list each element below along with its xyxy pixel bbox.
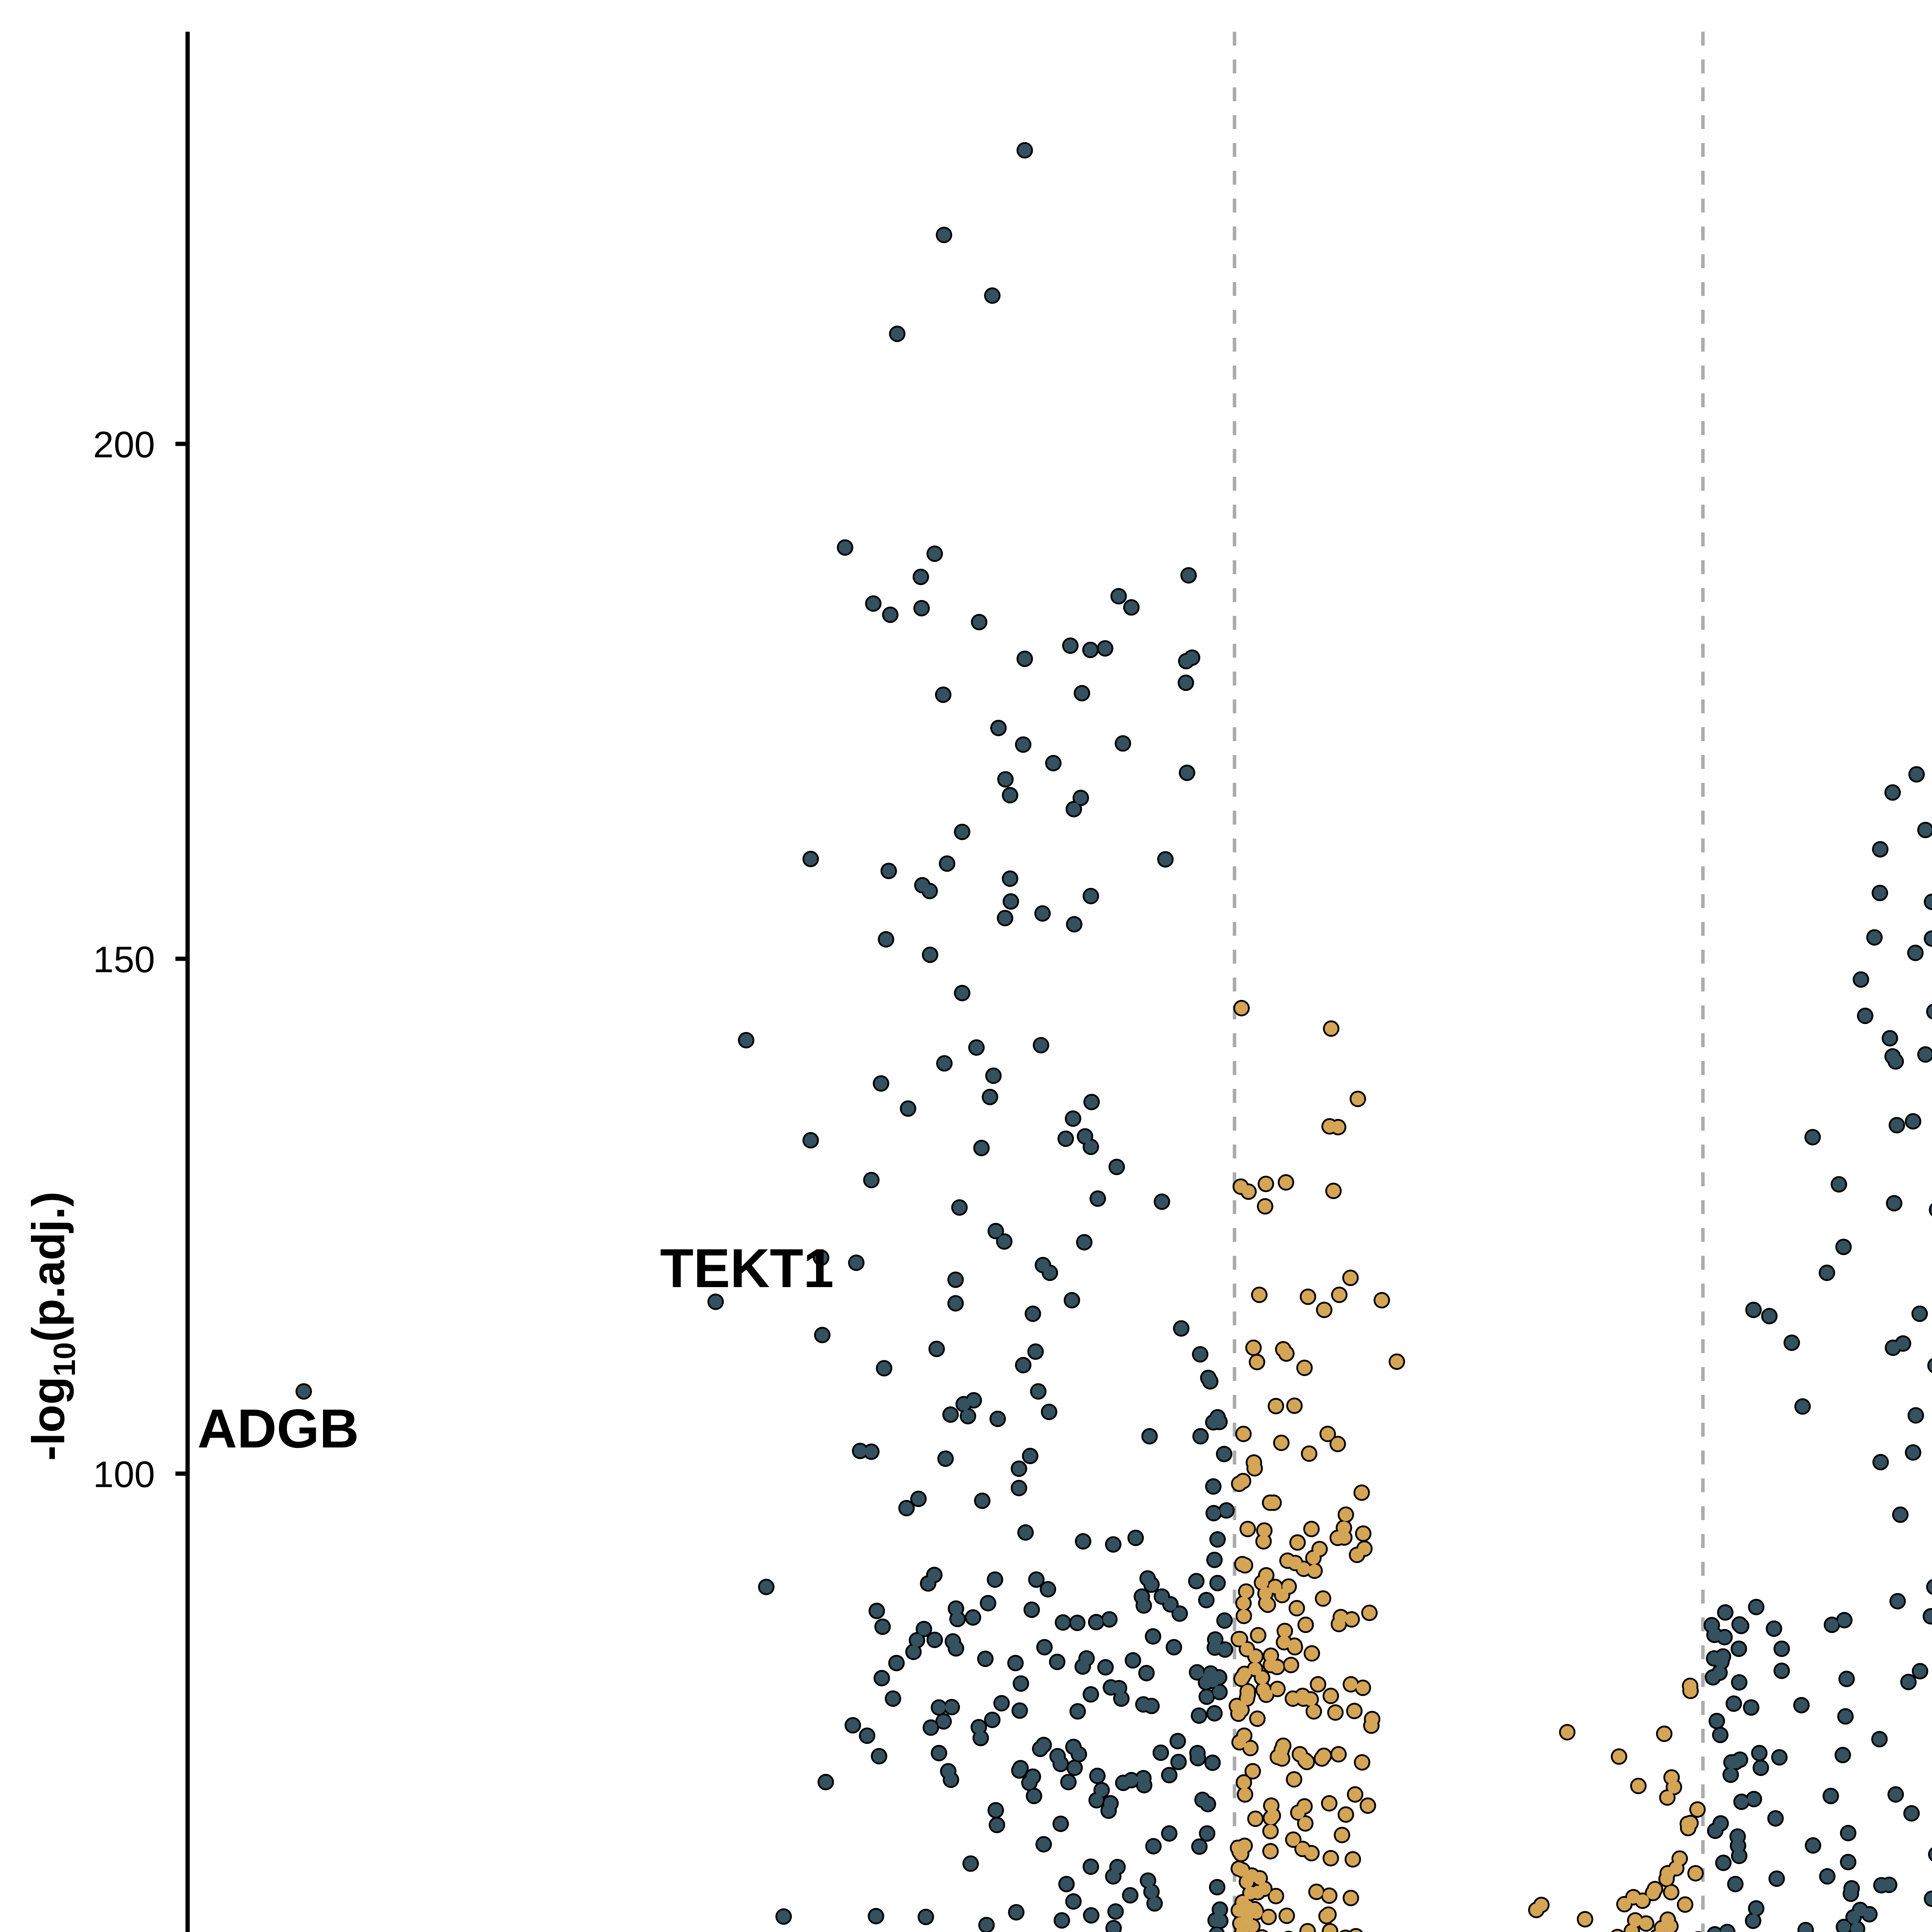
svg-text:ADGB: ADGB — [197, 1398, 359, 1459]
svg-text:100: 100 — [93, 1454, 155, 1495]
svg-text:-log10(p.adj.): -log10(p.adj.) — [23, 1191, 82, 1461]
svg-text:200: 200 — [93, 424, 155, 466]
svg-text:150: 150 — [93, 939, 155, 980]
svg-text:TEKT1: TEKT1 — [660, 1238, 834, 1299]
